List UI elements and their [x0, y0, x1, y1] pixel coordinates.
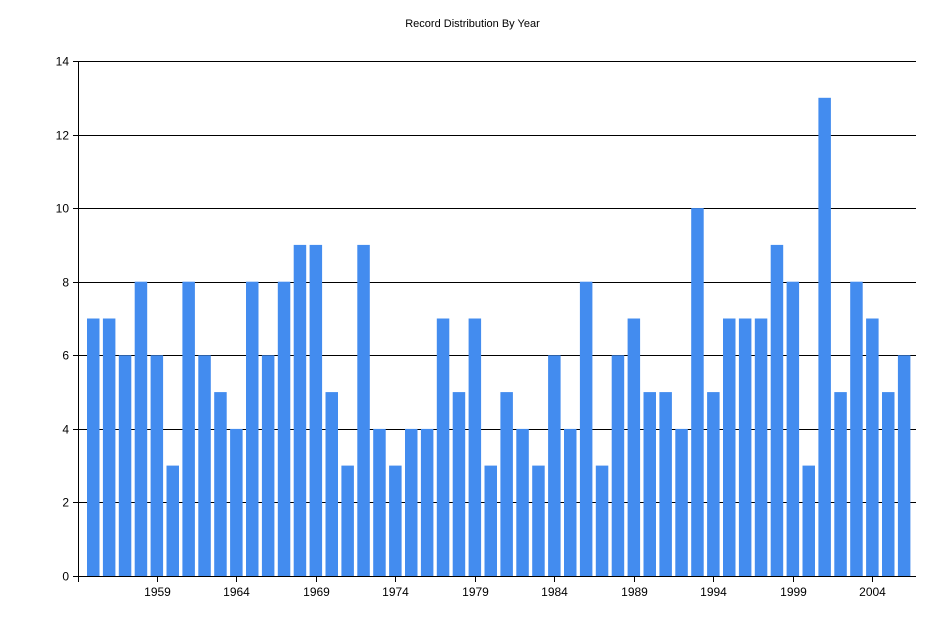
bar-1978	[452, 392, 466, 576]
bar-1979	[468, 318, 482, 576]
bar-1960	[166, 465, 179, 576]
bar-1987	[595, 465, 609, 576]
bar-1981	[500, 392, 513, 576]
bar-1958	[134, 281, 148, 576]
y-tick-label: 12	[56, 129, 70, 143]
bar-1997	[754, 318, 768, 576]
bar-1973	[373, 428, 386, 576]
bar-1988	[611, 355, 625, 576]
bar-1993	[691, 208, 704, 576]
bar-1998	[770, 244, 784, 576]
bar-2006	[897, 355, 911, 576]
x-tick-label: 2004	[859, 585, 886, 599]
bar-1989	[627, 318, 641, 576]
bar-1999	[786, 281, 800, 576]
bar-1977	[436, 318, 450, 576]
bar-1966	[261, 355, 275, 576]
bar-1991	[659, 392, 672, 576]
bar-2004	[866, 318, 879, 576]
bar-1986	[579, 281, 593, 576]
y-tick-label: 2	[62, 496, 69, 510]
x-tick-label: 1984	[541, 585, 568, 599]
bar-1992	[675, 428, 688, 576]
bar-1970	[325, 392, 338, 576]
chart-title: Record Distribution By Year	[405, 18, 540, 30]
bars	[87, 97, 911, 577]
bar-1982	[516, 428, 529, 576]
y-tick-label: 10	[56, 202, 70, 216]
bar-1972	[357, 244, 370, 576]
bar-1990	[643, 392, 656, 576]
axes: 0 2 4 6 8 10 12 14 1959 1964 1969 1974 1979 1984 1989 1…	[56, 55, 916, 599]
y-tick-label: 4	[62, 423, 69, 437]
bar-1976	[420, 428, 434, 576]
x-tick-label: 1964	[223, 585, 250, 599]
bar-1985	[564, 428, 577, 576]
bar-1983	[532, 465, 545, 576]
bar-1967	[277, 281, 291, 576]
x-tick-label: 1974	[382, 585, 409, 599]
x-tick-label: 1999	[780, 585, 807, 599]
y-tick-label: 14	[56, 55, 70, 69]
bar-2003	[850, 281, 863, 576]
bar-1965	[246, 281, 259, 576]
bar-1957	[118, 355, 132, 576]
bar-1996	[738, 318, 752, 576]
bar-1964	[230, 428, 243, 576]
y-tick-label: 0	[62, 570, 69, 584]
bar-1974	[389, 465, 402, 576]
x-tick-label: 1989	[621, 585, 648, 599]
x-tick-label: 1959	[144, 585, 171, 599]
bar-2001	[818, 97, 831, 577]
y-tick-label: 6	[62, 349, 69, 363]
bar-1975	[405, 428, 418, 576]
bar-1968	[293, 244, 307, 576]
bar-1955	[87, 318, 100, 576]
bar-1980	[484, 465, 497, 576]
bar-2000	[802, 465, 815, 576]
bar-1959	[150, 355, 164, 576]
bar-2002	[834, 392, 847, 576]
bar-2005	[882, 392, 895, 576]
bar-1963	[214, 392, 227, 576]
x-tick-label: 1994	[700, 585, 727, 599]
bar-1969	[309, 244, 323, 576]
bar-1994	[707, 392, 720, 576]
y-tick-label: 8	[62, 276, 69, 290]
bar-1962	[198, 355, 211, 576]
x-tick-label: 1979	[462, 585, 489, 599]
x-tick-label: 1969	[303, 585, 330, 599]
bar-1984	[548, 355, 561, 576]
bar-1995	[723, 318, 736, 576]
bar-1971	[341, 465, 354, 576]
bar-1961	[182, 281, 195, 576]
bar-1956	[102, 318, 116, 576]
